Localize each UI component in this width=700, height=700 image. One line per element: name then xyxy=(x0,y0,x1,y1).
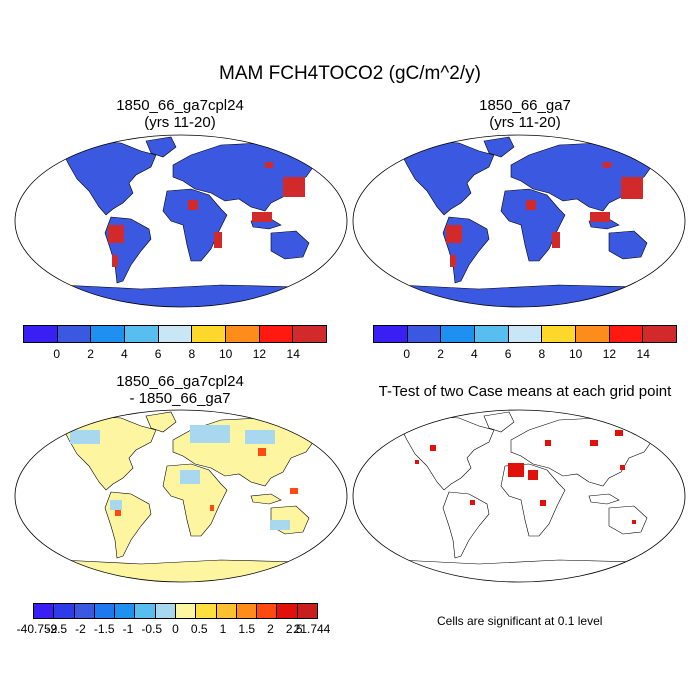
panel2-colorbar xyxy=(373,325,677,343)
panel3-colorbar-tick-label: 1 xyxy=(219,622,227,636)
panel3-colorbar-swatch xyxy=(115,604,136,618)
panel2-colorbar-swatch xyxy=(374,326,408,342)
panel4-map xyxy=(352,409,686,583)
panel4-map-border xyxy=(352,409,686,583)
panel1-colorbar-swatch xyxy=(226,326,260,342)
panel3-colorbar-tick-label: -1 xyxy=(122,622,134,636)
panel2-colorbar-tick-label: 2 xyxy=(437,347,444,361)
panel1-colorbar-tick-label: 14 xyxy=(286,347,300,361)
panel2-colorbar-swatch xyxy=(609,326,644,342)
panel3-title-line1: 1850_66_ga7cpl24 xyxy=(116,373,244,390)
panel3-colorbar-tick-label: 0.5 xyxy=(190,622,208,636)
panel3-colorbar-swatch xyxy=(175,604,197,618)
panel1-colorbar-swatch xyxy=(24,326,58,342)
panel1-title: 1850_66_ga7cpl24 (yrs 11-20) xyxy=(60,97,300,131)
panel2-hotspots xyxy=(446,162,643,267)
panel1-title-line1: 1850_66_ga7cpl24 xyxy=(116,97,244,114)
panel1-colorbar-tick-label: 0 xyxy=(53,347,61,361)
panel1-colorbar-tick-label: 4 xyxy=(120,347,128,361)
panel2-colorbar-tick-label: 4 xyxy=(470,347,478,361)
panel2-map xyxy=(352,134,686,308)
panel3-colorbar xyxy=(33,603,318,619)
panel3-colorbar-tick-label: -40.759 xyxy=(16,622,58,636)
panel3-map-border xyxy=(14,409,348,583)
panel3-colorbar-swatch xyxy=(34,604,55,618)
panel2-colorbar-swatch xyxy=(576,326,610,342)
panel3-colorbar-swatch xyxy=(297,604,317,618)
panel3-colorbar-swatch xyxy=(155,604,176,618)
panel3-colorbar-swatch xyxy=(135,604,156,618)
panel2-colorbar-tick-label: 0 xyxy=(403,347,411,361)
panel2-colorbar-tick-label: 10 xyxy=(568,347,583,361)
panel1-colorbar-tick-label: 10 xyxy=(218,347,233,361)
panel2-colorbar-tick-label: 6 xyxy=(504,347,512,361)
panel1-colorbar-tick-label: 8 xyxy=(188,347,196,361)
panel2-colorbar-tick-label: 8 xyxy=(538,347,546,361)
panel2-title-line2: (yrs 11-20) xyxy=(489,114,561,131)
panel3-colorbar-tick-label: 2.5 xyxy=(285,622,303,636)
panel3-colorbar-swatch xyxy=(216,604,237,618)
figure-title: MAM FCH4TOCO2 (gC/m^2/y) xyxy=(219,63,481,84)
panel3-hotspots xyxy=(115,448,298,516)
panel1-colorbar-tick-label: 6 xyxy=(154,347,162,361)
panel2-colorbar-swatch xyxy=(407,326,442,342)
panel1-colorbar xyxy=(23,325,327,343)
significance-note: Cells are significant at 0.1 level xyxy=(437,614,603,628)
panel1-colorbar-swatch xyxy=(125,326,159,342)
panel2-colorbar-tick-label: 14 xyxy=(636,347,650,361)
panel3-title: 1850_66_ga7cpl24 - 1850_66_ga7 xyxy=(60,373,300,407)
panel3-colorbar-tick-label: -1.5 xyxy=(93,622,115,636)
panel3-colorbar-swatch xyxy=(196,604,217,618)
panel1-colorbar-tick-label: 2 xyxy=(87,347,94,361)
panel4-significant-cells xyxy=(415,430,636,524)
panel1-colorbar-swatch xyxy=(192,326,227,342)
panel4-title: T-Test of two Case means at each grid po… xyxy=(355,383,695,400)
panel2-title-line1: 1850_66_ga7 xyxy=(479,97,571,114)
panel2-map-border xyxy=(352,134,686,308)
panel3-title-line2: - 1850_66_ga7 xyxy=(129,390,231,407)
panel1-colorbar-tick-label: 12 xyxy=(252,347,267,361)
panel3-colorbar-tick-label: 21.744 xyxy=(293,622,331,636)
panel1-map-border xyxy=(14,134,348,308)
panel3-colorbar-tick-label: -0.5 xyxy=(141,622,163,636)
panel3-colorbar-swatch xyxy=(236,604,258,618)
panel2-colorbar-swatch xyxy=(441,326,476,342)
panel3-colorbar-tick-label: 1.5 xyxy=(238,622,256,636)
panel1-map xyxy=(14,134,348,308)
panel3-colorbar-swatch xyxy=(277,604,298,618)
panel2-title: 1850_66_ga7 (yrs 11-20) xyxy=(405,97,645,131)
panel1-colorbar-swatch xyxy=(91,326,126,342)
panel2-colorbar-swatch xyxy=(542,326,577,342)
panel2-colorbar-tick-label: 12 xyxy=(602,347,617,361)
panel2-colorbar-swatch xyxy=(508,326,543,342)
panel3-colorbar-tick-label: 2 xyxy=(267,622,274,636)
panel3-colorbar-swatch xyxy=(74,604,95,618)
panel1-title-line2: (yrs 11-20) xyxy=(144,114,216,131)
panel1-colorbar-swatch xyxy=(158,326,193,342)
panel3-patches xyxy=(70,425,290,530)
panel2-colorbar-swatch xyxy=(643,326,677,342)
panel1-hotspots xyxy=(108,162,305,267)
panel3-colorbar-tick-label: 0 xyxy=(172,622,179,636)
panel1-colorbar-swatch xyxy=(259,326,294,342)
panel2-colorbar-swatch xyxy=(475,326,509,342)
panel4-title-line1: T-Test of two Case means at each grid po… xyxy=(378,383,672,400)
panel3-colorbar-tick-label: -2.5 xyxy=(46,622,68,636)
panel3-map xyxy=(14,409,348,583)
panel1-colorbar-swatch xyxy=(293,326,327,342)
panel1-colorbar-swatch xyxy=(57,326,92,342)
panel3-colorbar-swatch xyxy=(94,604,116,618)
panel3-colorbar-swatch xyxy=(54,604,75,618)
panel3-colorbar-swatch xyxy=(257,604,278,618)
panel3-colorbar-tick-label: -2 xyxy=(75,622,86,636)
